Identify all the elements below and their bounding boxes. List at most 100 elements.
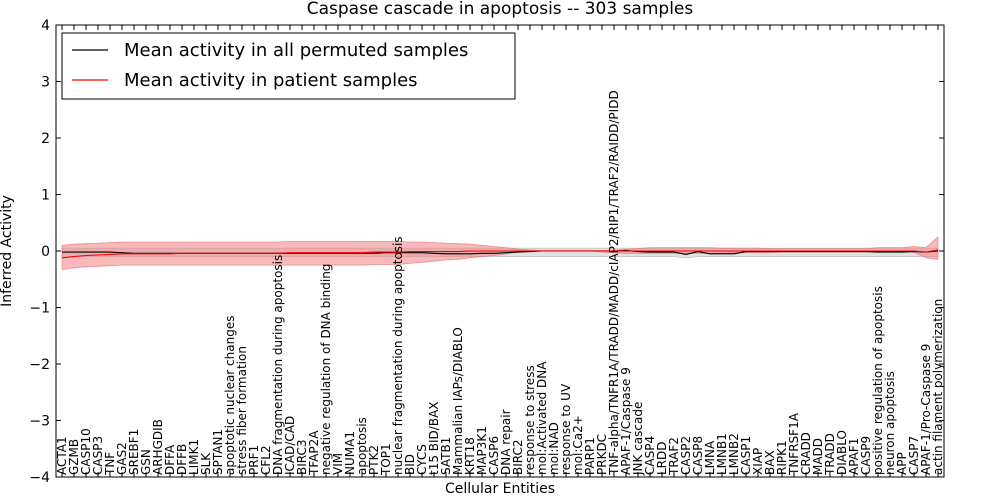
- data-point: [601, 250, 602, 251]
- x-tick-label: GZMB: [67, 439, 81, 475]
- data-point: [337, 252, 338, 253]
- data-point: [157, 253, 158, 254]
- data-point: [721, 250, 722, 251]
- data-point: [409, 251, 410, 252]
- data-point: [829, 250, 830, 251]
- legend-box: [61, 32, 516, 100]
- data-point: [865, 250, 866, 251]
- x-tick-label: DNA repair: [499, 409, 513, 475]
- series-lines: [61, 249, 939, 259]
- data-point: [577, 250, 578, 251]
- y-tick-label: −4: [29, 470, 50, 486]
- data-point: [493, 250, 494, 251]
- data-point: [85, 255, 86, 256]
- data-point: [109, 252, 110, 253]
- data-point: [457, 251, 458, 252]
- data-point: [553, 250, 554, 251]
- x-tick-label: CYCS: [415, 444, 429, 475]
- data-point: [265, 253, 266, 254]
- data-point: [505, 250, 506, 251]
- data-point: [373, 253, 374, 254]
- x-tick-label: BID: [403, 454, 417, 475]
- x-tick-label: positive regulation of apoptosis: [871, 286, 885, 475]
- x-tick-label: ARHGDIB: [151, 419, 165, 475]
- x-tick-label: CASP4: [643, 436, 657, 475]
- y-axis: 4 3 2 1 0 −1 −2 −3 −4: [29, 18, 944, 486]
- data-point: [817, 250, 818, 251]
- x-tick-label: CASP2: [679, 436, 693, 475]
- data-point: [493, 253, 494, 254]
- x-tick-label: BIRC2: [511, 439, 525, 475]
- data-point: [217, 253, 218, 254]
- data-point: [433, 253, 434, 254]
- data-point: [709, 253, 710, 254]
- x-tick-label: BAX: [763, 450, 777, 475]
- x-tick-label: CFL2: [259, 445, 273, 475]
- data-point: [97, 254, 98, 255]
- x-tick-label: PRF1: [247, 445, 261, 475]
- x-tick-label: response to stress: [523, 365, 537, 475]
- data-point: [325, 252, 326, 253]
- data-point: [745, 250, 746, 251]
- x-tick-label: t15 BID/BAX: [427, 401, 441, 475]
- x-tick-label: LRDD: [655, 441, 669, 475]
- data-point: [733, 253, 734, 254]
- data-point: [517, 252, 518, 253]
- x-axis: ACTA1GZMBCASP10CASP3TNFGAS2SREBF1GSNARHG…: [55, 25, 945, 477]
- x-tick-label: JNK cascade: [631, 402, 645, 476]
- x-tick-label: TNF: [103, 452, 117, 476]
- x-tick-label: CASP10: [79, 428, 93, 475]
- x-tick-label: RIPK1: [775, 440, 789, 475]
- x-tick-label: negative regulation of DNA binding: [319, 264, 333, 475]
- x-tick-label: DNA fragmentation during apoptosis: [271, 255, 285, 475]
- data-point: [385, 252, 386, 253]
- data-point: [877, 252, 878, 253]
- data-point: [901, 252, 902, 253]
- x-tick-label: mol:NAD: [547, 422, 561, 475]
- x-tick-label: CASP3: [91, 436, 105, 475]
- data-point: [481, 250, 482, 251]
- y-tick-label: 3: [41, 75, 50, 91]
- data-point: [937, 249, 938, 250]
- x-tick-label: ICAD/CAD: [283, 416, 297, 475]
- data-point: [661, 250, 662, 251]
- data-point: [913, 250, 914, 251]
- x-tick-label: Mammalian IAPs/DIABLO: [451, 327, 465, 475]
- data-point: [361, 252, 362, 253]
- data-point: [505, 252, 506, 253]
- y-tick-label: 2: [41, 131, 50, 147]
- data-point: [181, 253, 182, 254]
- data-point: [565, 250, 566, 251]
- x-tick-label: XIAP: [751, 448, 765, 475]
- data-point: [289, 252, 290, 253]
- data-point: [781, 250, 782, 251]
- data-point: [229, 253, 230, 254]
- x-tick-label: ACTA1: [55, 436, 69, 475]
- x-tick-label: mol:Activated DNA: [535, 361, 549, 475]
- data-point: [685, 250, 686, 251]
- data-point: [625, 250, 626, 251]
- x-tick-label: TOP1: [379, 443, 393, 476]
- x-tick-label: actin filament polymerization: [931, 299, 945, 475]
- data-point: [73, 252, 74, 253]
- y-tick-label: 4: [41, 18, 50, 34]
- data-point: [733, 250, 734, 251]
- data-point: [145, 253, 146, 254]
- x-tick-label: TRADD: [823, 433, 837, 476]
- x-tick-label: TFAP2A: [307, 430, 321, 476]
- legend-label-permuted: Mean activity in all permuted samples: [124, 40, 468, 61]
- data-point: [445, 251, 446, 252]
- data-point: [661, 252, 662, 253]
- x-tick-label: TNF-alpha/TNFR1A/TRADD/MADD/cIAP2/RIP1/T…: [607, 90, 621, 476]
- data-point: [481, 253, 482, 254]
- data-point: [97, 252, 98, 253]
- data-point: [673, 250, 674, 251]
- x-tick-label: CASP1: [739, 436, 753, 475]
- data-point: [853, 250, 854, 251]
- data-point: [85, 252, 86, 253]
- x-axis-label: Cellular Entities: [445, 481, 555, 497]
- data-point: [121, 253, 122, 254]
- x-tick-label: CRADD: [799, 432, 813, 475]
- y-tick-label: 1: [41, 188, 50, 204]
